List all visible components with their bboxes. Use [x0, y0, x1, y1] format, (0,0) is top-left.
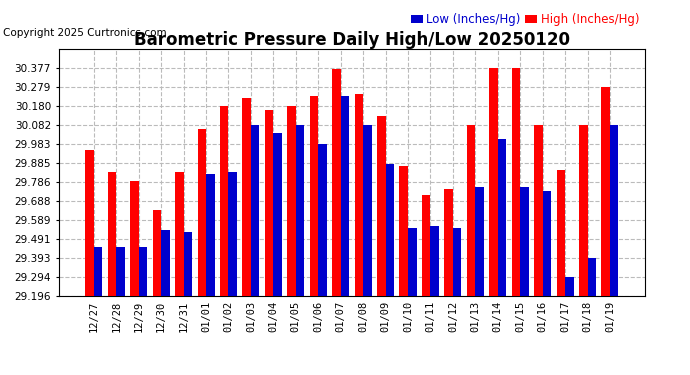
Bar [318, 144, 327, 296]
Bar [130, 181, 139, 296]
Bar [475, 187, 484, 296]
Bar [175, 172, 184, 296]
Bar [610, 125, 618, 296]
Bar [386, 164, 394, 296]
Bar [579, 125, 587, 296]
Bar [377, 116, 386, 296]
Bar [287, 106, 296, 296]
Bar [453, 228, 462, 296]
Bar [265, 110, 273, 296]
Bar [512, 68, 520, 296]
Bar [94, 247, 102, 296]
Bar [273, 133, 282, 296]
Bar [184, 232, 192, 296]
Bar [497, 139, 506, 296]
Bar [587, 258, 596, 296]
Bar [206, 174, 215, 296]
Bar [355, 94, 363, 296]
Bar [108, 172, 117, 296]
Bar [152, 210, 161, 296]
Bar [565, 277, 573, 296]
Title: Barometric Pressure Daily High/Low 20250120: Barometric Pressure Daily High/Low 20250… [134, 31, 570, 49]
Bar [422, 195, 431, 296]
Bar [296, 125, 304, 296]
Bar [220, 106, 228, 296]
Bar [534, 125, 542, 296]
Bar [602, 87, 610, 296]
Bar [86, 150, 94, 296]
Bar [467, 125, 475, 296]
Bar [557, 170, 565, 296]
Bar [400, 166, 408, 296]
Bar [251, 125, 259, 296]
Bar [161, 230, 170, 296]
Bar [408, 228, 417, 296]
Bar [542, 191, 551, 296]
Bar [242, 98, 251, 296]
Bar [444, 189, 453, 296]
Bar [332, 69, 341, 296]
Text: Copyright 2025 Curtronics.com: Copyright 2025 Curtronics.com [3, 28, 167, 38]
Bar [197, 129, 206, 296]
Bar [117, 247, 125, 296]
Legend: Low (Inches/Hg), High (Inches/Hg): Low (Inches/Hg), High (Inches/Hg) [411, 13, 639, 26]
Bar [228, 172, 237, 296]
Bar [520, 187, 529, 296]
Bar [139, 247, 147, 296]
Bar [341, 96, 349, 296]
Bar [363, 125, 372, 296]
Bar [431, 226, 439, 296]
Bar [489, 68, 497, 296]
Bar [310, 96, 318, 296]
